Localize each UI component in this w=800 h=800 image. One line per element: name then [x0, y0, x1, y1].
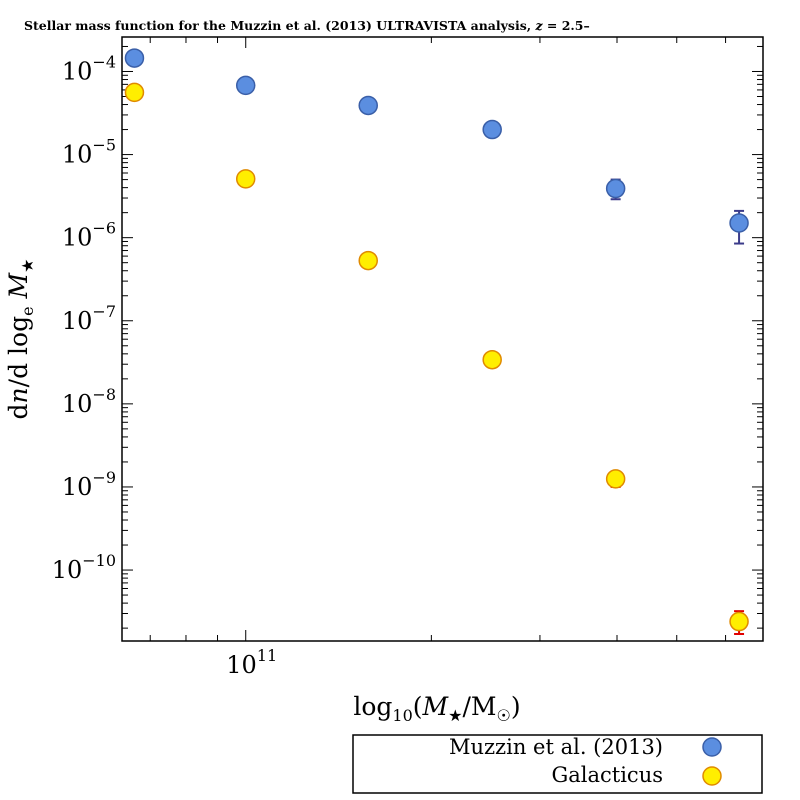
plot-frame [121, 36, 764, 642]
y-tick-label: 10−10 [52, 551, 116, 584]
legend-box [352, 734, 763, 794]
series-0 [124, 48, 749, 245]
data-point [729, 611, 749, 632]
data-point [235, 75, 256, 96]
y-tick-label: 10−4 [62, 52, 116, 85]
data-point [358, 95, 378, 116]
y-tick-label: 10−6 [62, 219, 116, 252]
data-point [605, 469, 626, 489]
legend-marker-muzzin [702, 737, 722, 757]
series-1 [124, 82, 749, 635]
legend-label-muzzin: Muzzin et al. (2013) [449, 735, 663, 759]
data-point [729, 213, 749, 233]
data-point [605, 178, 626, 199]
data-points [124, 48, 749, 635]
y-tick-label: 10−9 [62, 468, 116, 501]
data-point [124, 82, 145, 103]
data-point [124, 48, 145, 68]
x-tick-label: 1011 [226, 646, 277, 679]
data-point [358, 250, 378, 271]
legend: Muzzin et al. (2013) Galacticus [352, 734, 763, 794]
legend-label-galacticus: Galacticus [551, 763, 663, 787]
tick-labels: 10−4 10−5 10−6 10−7 10−8 10−9 10−10 1011 [52, 52, 277, 679]
axis-ticks [122, 37, 763, 641]
data-point [482, 119, 502, 140]
y-tick-label: 10−8 [62, 385, 116, 418]
chart-title: Stellar mass function for the Muzzin et … [24, 18, 590, 33]
data-point [235, 169, 256, 189]
data-point [482, 349, 502, 370]
y-axis-label: dn/d loge M★ [4, 259, 37, 420]
y-tick-label: 10−5 [62, 136, 116, 169]
legend-marker-galacticus [702, 766, 722, 786]
x-axis-label: log10(M★/M☉) [353, 692, 520, 725]
y-tick-label: 10−7 [62, 302, 116, 335]
